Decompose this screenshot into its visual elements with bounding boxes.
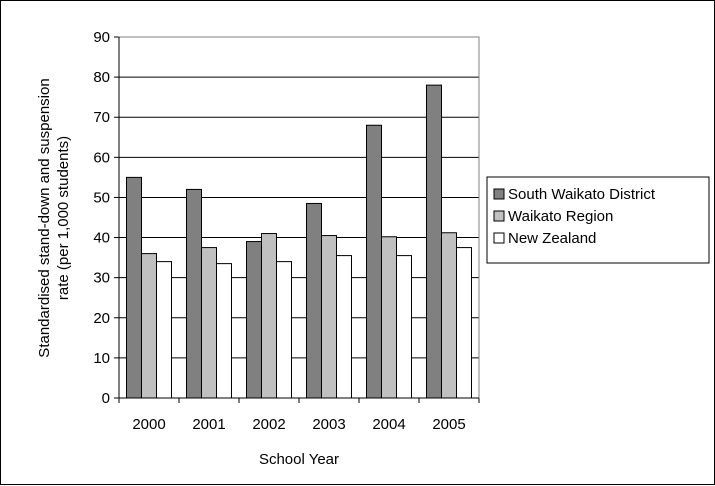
bar [276, 261, 292, 399]
legend-swatch [493, 232, 505, 244]
axes [114, 36, 480, 403]
bar [456, 247, 472, 399]
bar [216, 263, 232, 399]
x-tick-label: 2003 [312, 416, 345, 433]
legend: South Waikato District Waikato Region New … [486, 176, 710, 264]
y-tick-label: 70 [93, 109, 110, 126]
legend-swatch [493, 210, 505, 222]
bar [156, 261, 172, 399]
bar [441, 232, 457, 399]
bar [186, 188, 202, 399]
bar [396, 255, 412, 399]
y-axis-title-line-1: Standardised stand-down and suspension [36, 78, 53, 357]
x-axis-title: School Year [259, 451, 339, 468]
legend-label: New Zealand [508, 230, 596, 247]
bar [261, 233, 277, 399]
bar [126, 176, 142, 399]
y-tick-label: 0 [102, 390, 110, 407]
y-tick-labels: 0 10 20 30 40 50 60 70 80 90 [93, 29, 110, 407]
bar [141, 253, 157, 399]
bar [366, 124, 382, 399]
bar [381, 236, 397, 399]
y-tick-label: 90 [93, 29, 110, 46]
bar [321, 235, 337, 399]
plot-area-border [118, 36, 480, 399]
x-tick-label: 2000 [132, 416, 165, 433]
x-tick-label: 2004 [372, 416, 405, 433]
bar [306, 202, 322, 399]
bar [246, 241, 262, 399]
bar [426, 84, 442, 399]
gridlines [119, 36, 479, 359]
x-tick-label: 2002 [252, 416, 285, 433]
y-tick-label: 50 [93, 189, 110, 206]
y-tick-label: 40 [93, 230, 110, 247]
bars-group [126, 84, 472, 399]
y-axis-title: Standardised stand-down and suspension r… [36, 78, 72, 357]
legend-label: South Waikato District [508, 186, 656, 203]
y-tick-label: 10 [93, 350, 110, 367]
y-tick-label: 60 [93, 149, 110, 166]
bar [336, 255, 352, 399]
legend-swatch [493, 188, 505, 200]
legend-label: Waikato Region [508, 208, 613, 225]
x-tick-label: 2005 [432, 416, 465, 433]
bar [201, 247, 217, 399]
y-tick-label: 20 [93, 310, 110, 327]
y-tick-label: 80 [93, 69, 110, 86]
y-tick-label: 30 [93, 270, 110, 287]
legend-box [486, 176, 710, 264]
y-axis-title-line-2: rate (per 1,000 students) [55, 136, 72, 300]
x-tick-labels: 2000 2001 2002 2003 2004 2005 [132, 416, 465, 433]
x-tick-label: 2001 [192, 416, 225, 433]
